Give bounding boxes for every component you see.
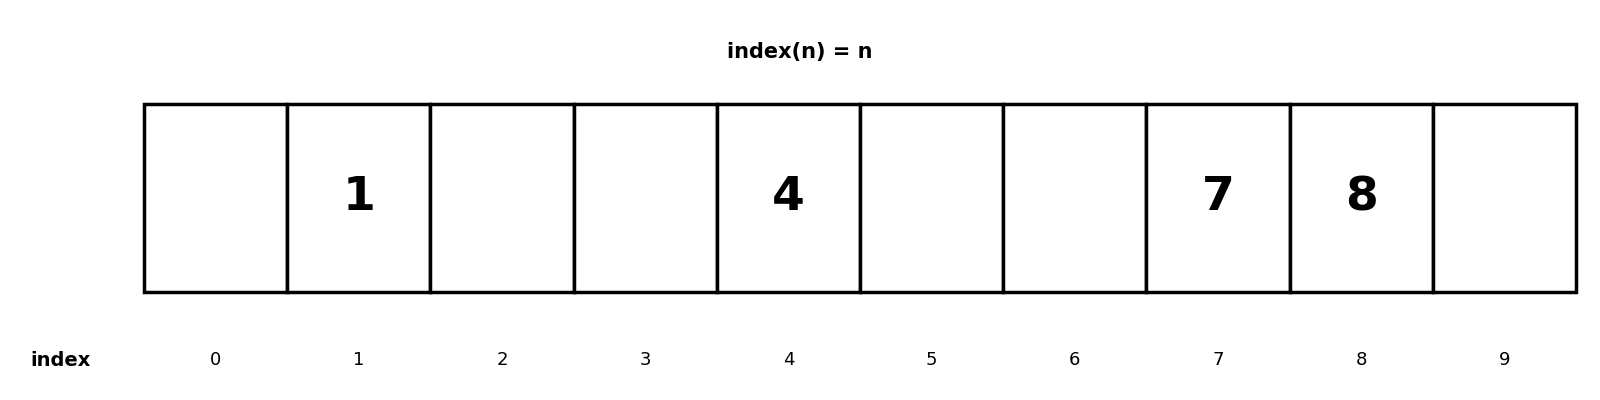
- Text: 9: 9: [1499, 351, 1510, 369]
- Bar: [573, 104, 717, 292]
- Bar: [1146, 104, 1290, 292]
- Text: 1: 1: [354, 351, 365, 369]
- Bar: [1003, 104, 1146, 292]
- Bar: [288, 104, 430, 292]
- Text: 4: 4: [782, 351, 794, 369]
- Bar: [1290, 104, 1434, 292]
- Text: 4: 4: [771, 176, 805, 220]
- Text: index(n) = n: index(n) = n: [728, 42, 872, 62]
- Text: 3: 3: [640, 351, 651, 369]
- Text: 1: 1: [342, 176, 376, 220]
- Bar: [1434, 104, 1576, 292]
- Text: 6: 6: [1069, 351, 1080, 369]
- Text: 7: 7: [1202, 176, 1235, 220]
- Text: 0: 0: [210, 351, 221, 369]
- Bar: [430, 104, 574, 292]
- Bar: [717, 104, 861, 292]
- Text: 8: 8: [1355, 351, 1366, 369]
- Bar: [144, 104, 288, 292]
- Text: 2: 2: [496, 351, 507, 369]
- Text: 7: 7: [1213, 351, 1224, 369]
- Bar: [861, 104, 1003, 292]
- Text: index: index: [30, 350, 91, 370]
- Text: 8: 8: [1346, 176, 1378, 220]
- Text: 5: 5: [926, 351, 938, 369]
